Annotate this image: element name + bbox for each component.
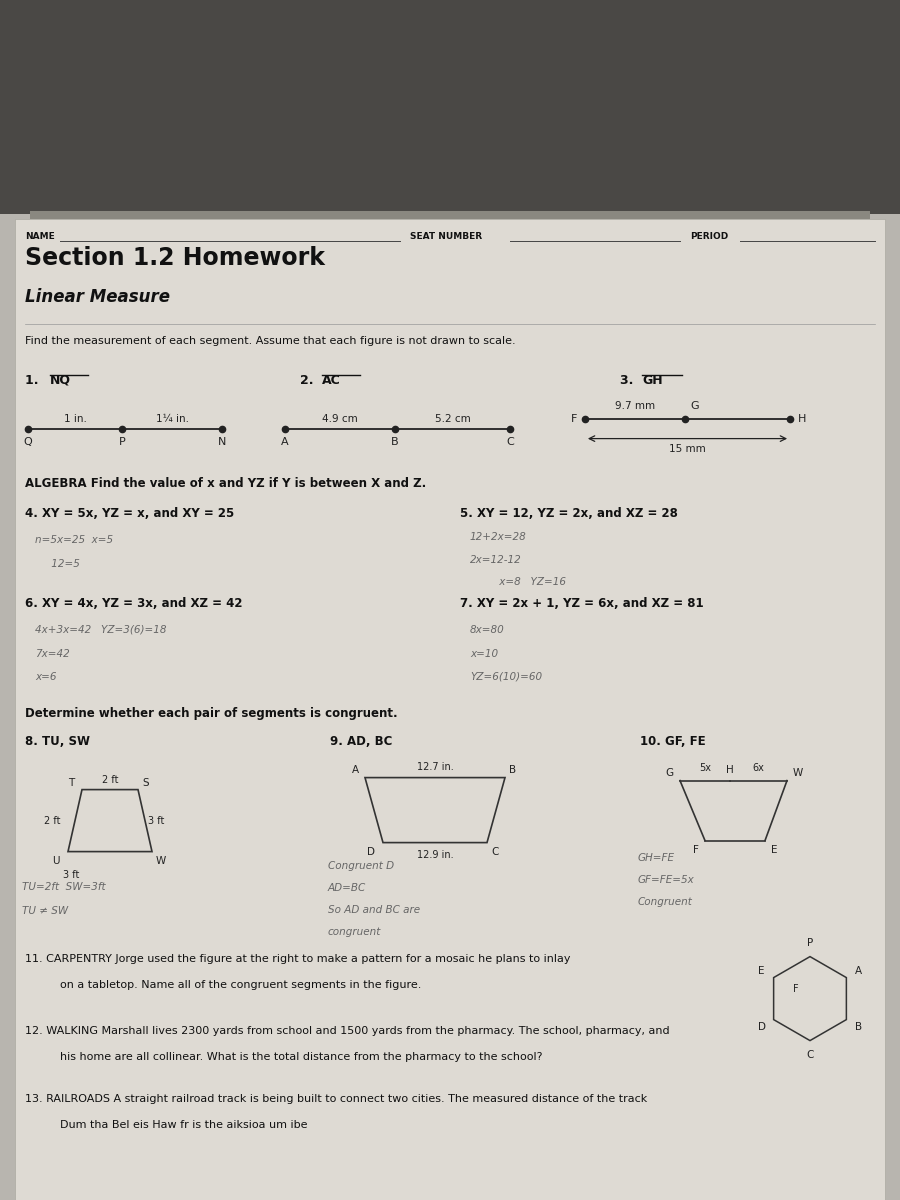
Text: AC: AC xyxy=(322,373,341,386)
Text: N: N xyxy=(218,437,226,446)
Text: P: P xyxy=(807,937,813,948)
Text: 12.9 in.: 12.9 in. xyxy=(417,850,454,859)
Text: A: A xyxy=(281,437,289,446)
Text: 9.7 mm: 9.7 mm xyxy=(615,401,655,410)
Text: T: T xyxy=(68,778,74,787)
Text: x=8   YZ=16: x=8 YZ=16 xyxy=(470,577,566,587)
Text: 7. XY = 2x + 1, YZ = 6x, and XZ = 81: 7. XY = 2x + 1, YZ = 6x, and XZ = 81 xyxy=(460,596,704,610)
Text: C: C xyxy=(806,1050,814,1060)
Text: 2 ft: 2 ft xyxy=(43,816,60,826)
Text: S: S xyxy=(142,778,148,787)
Text: congruent: congruent xyxy=(328,926,382,937)
Bar xyxy=(0,0,900,214)
Text: 5. XY = 12, YZ = 2x, and XZ = 28: 5. XY = 12, YZ = 2x, and XZ = 28 xyxy=(460,506,678,520)
Text: 3 ft: 3 ft xyxy=(63,870,79,880)
Text: 15 mm: 15 mm xyxy=(669,444,706,454)
Text: 11. CARPENTRY Jorge used the figure at the right to make a pattern for a mosaic : 11. CARPENTRY Jorge used the figure at t… xyxy=(25,954,571,964)
Text: B: B xyxy=(509,764,516,775)
Text: 1¼ in.: 1¼ in. xyxy=(156,414,188,424)
Text: Linear Measure: Linear Measure xyxy=(25,288,170,306)
Text: A: A xyxy=(352,764,359,775)
Text: PERIOD: PERIOD xyxy=(690,232,728,240)
Text: 6x: 6x xyxy=(752,763,764,773)
Text: E: E xyxy=(759,966,765,976)
Text: 1 in.: 1 in. xyxy=(64,414,86,424)
Text: x=6: x=6 xyxy=(35,672,57,682)
Text: 5.2 cm: 5.2 cm xyxy=(435,414,471,424)
Text: 12=5: 12=5 xyxy=(35,559,80,569)
Text: TU ≠ SW: TU ≠ SW xyxy=(22,906,68,916)
Text: F: F xyxy=(793,984,799,994)
Text: W: W xyxy=(156,856,166,865)
Text: n=5x=25  x=5: n=5x=25 x=5 xyxy=(35,535,113,545)
Text: Find the measurement of each segment. Assume that each figure is not drawn to sc: Find the measurement of each segment. As… xyxy=(25,336,516,346)
Text: B: B xyxy=(855,1021,862,1032)
Text: 7x=42: 7x=42 xyxy=(35,648,70,659)
Text: F: F xyxy=(571,414,577,424)
Text: his home are all collinear. What is the total distance from the pharmacy to the : his home are all collinear. What is the … xyxy=(60,1051,543,1062)
Text: NAME: NAME xyxy=(25,232,55,240)
Text: AD=BC: AD=BC xyxy=(328,883,366,893)
Text: Congruent: Congruent xyxy=(638,896,693,907)
Text: 4.9 cm: 4.9 cm xyxy=(322,414,358,424)
Text: 12+2x=28: 12+2x=28 xyxy=(470,532,526,541)
Text: 8. TU, SW: 8. TU, SW xyxy=(25,734,90,748)
Text: YZ=6(10)=60: YZ=6(10)=60 xyxy=(470,672,542,682)
Text: W: W xyxy=(793,768,803,778)
Text: 5x: 5x xyxy=(699,763,711,773)
Text: E: E xyxy=(771,845,778,854)
Text: 9. AD, BC: 9. AD, BC xyxy=(330,734,392,748)
Text: G: G xyxy=(690,401,698,410)
Text: B: B xyxy=(392,437,399,446)
Text: on a tabletop. Name all of the congruent segments in the figure.: on a tabletop. Name all of the congruent… xyxy=(60,979,421,990)
Text: H: H xyxy=(798,414,806,424)
Text: Congruent D: Congruent D xyxy=(328,860,394,871)
Text: SEAT NUMBER: SEAT NUMBER xyxy=(410,232,482,240)
Text: 10. GF, FE: 10. GF, FE xyxy=(640,734,706,748)
Text: A: A xyxy=(855,966,862,976)
Text: GH: GH xyxy=(642,373,662,386)
Text: U: U xyxy=(52,856,60,865)
Text: D: D xyxy=(758,1021,766,1032)
Text: 2.: 2. xyxy=(300,373,318,386)
Text: Determine whether each pair of segments is congruent.: Determine whether each pair of segments … xyxy=(25,707,398,720)
Text: 2x=12-12: 2x=12-12 xyxy=(470,554,522,564)
Text: C: C xyxy=(491,847,499,857)
Text: C: C xyxy=(506,437,514,446)
Text: 6. XY = 4x, YZ = 3x, and XZ = 42: 6. XY = 4x, YZ = 3x, and XZ = 42 xyxy=(25,596,242,610)
Text: Section 1.2 Homework: Section 1.2 Homework xyxy=(25,246,325,270)
Text: H: H xyxy=(726,764,734,775)
Text: 3.: 3. xyxy=(620,373,638,386)
Text: 4x+3x=42   YZ=3(6)=18: 4x+3x=42 YZ=3(6)=18 xyxy=(35,624,166,635)
Text: GF=FE=5x: GF=FE=5x xyxy=(638,875,695,884)
Text: 12.7 in.: 12.7 in. xyxy=(417,762,454,772)
Text: ALGEBRA Find the value of x and YZ if Y is between X and Z.: ALGEBRA Find the value of x and YZ if Y … xyxy=(25,476,427,490)
Text: TU=2ft  SW=3ft: TU=2ft SW=3ft xyxy=(22,882,105,892)
Text: NQ: NQ xyxy=(50,373,71,386)
Text: P: P xyxy=(119,437,125,446)
Text: F: F xyxy=(693,845,699,854)
Text: So AD and BC are: So AD and BC are xyxy=(328,905,420,914)
Text: 12. WALKING Marshall lives 2300 yards from school and 1500 yards from the pharma: 12. WALKING Marshall lives 2300 yards fr… xyxy=(25,1026,670,1036)
Text: 4. XY = 5x, YZ = x, and XY = 25: 4. XY = 5x, YZ = x, and XY = 25 xyxy=(25,506,234,520)
Text: 2 ft: 2 ft xyxy=(102,775,118,785)
Text: 3 ft: 3 ft xyxy=(148,816,165,826)
Bar xyxy=(15,218,885,1200)
Text: 13. RAILROADS A straight railroad track is being built to connect two cities. Th: 13. RAILROADS A straight railroad track … xyxy=(25,1093,647,1104)
Text: 8x=80: 8x=80 xyxy=(470,624,505,635)
Text: x=10: x=10 xyxy=(470,648,498,659)
Text: G: G xyxy=(666,768,674,778)
Text: Dum tha Bel eis Haw fr is the aiksioa um ibe: Dum tha Bel eis Haw fr is the aiksioa um… xyxy=(60,1120,308,1129)
Text: 1.: 1. xyxy=(25,373,43,386)
Text: GH=FE: GH=FE xyxy=(638,853,675,863)
Bar xyxy=(30,211,870,218)
Text: Q: Q xyxy=(23,437,32,446)
Text: D: D xyxy=(367,847,375,857)
